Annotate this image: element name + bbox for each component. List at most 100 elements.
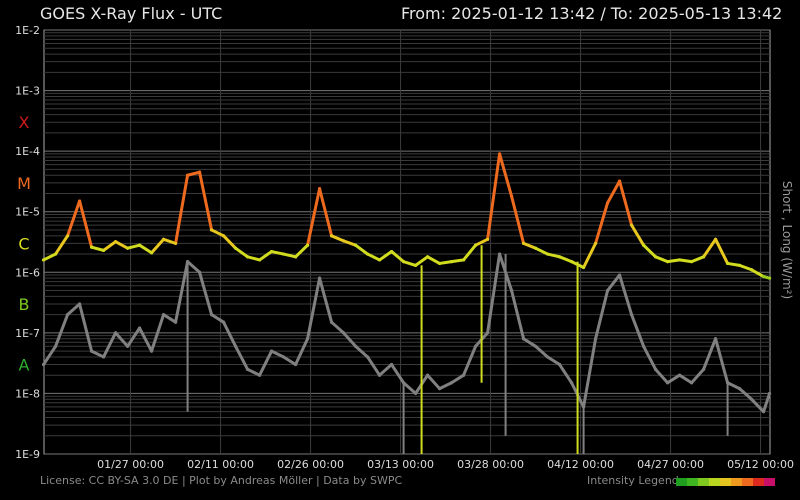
data-point-long: [617, 179, 622, 183]
data-point-short: [161, 313, 166, 317]
data-point-short: [65, 313, 70, 317]
series-segment-long: [702, 237, 718, 259]
series-segment-short: [330, 320, 346, 335]
x-tick-label: 05/12 00:00: [727, 458, 794, 471]
series-segment-short: [666, 373, 682, 385]
intensity-legend-label: Intensity Legend: [587, 474, 679, 487]
series-segment-short: [186, 260, 202, 274]
data-point-long: [305, 243, 310, 247]
data-point-long: [89, 245, 94, 249]
data-point-long: [545, 252, 550, 256]
data-point-short: [617, 273, 622, 277]
series-segment-short: [54, 313, 70, 348]
series-segment-long: [390, 250, 406, 264]
series-segment-long: [222, 234, 238, 250]
data-point-short: [689, 381, 694, 385]
data-point-long: [449, 260, 454, 264]
series-segment-long: [294, 243, 310, 259]
series-segment-short: [642, 344, 658, 371]
series-segment-long: [438, 260, 454, 265]
data-point-long: [413, 263, 418, 267]
series-segment-long: [354, 243, 370, 256]
series-segment-short: [462, 344, 478, 377]
series-segment-short: [138, 326, 154, 353]
data-point-short: [629, 313, 634, 317]
data-point-long: [509, 194, 514, 198]
data-point-long: [329, 234, 334, 238]
series-segment-short: [354, 344, 370, 359]
series-segment-long: [534, 246, 550, 256]
data-point-short: [677, 373, 682, 377]
series-segment-long: [138, 243, 154, 255]
data-point-long: [209, 228, 214, 232]
data-point-short: [221, 320, 226, 324]
series-segment-long: [474, 237, 490, 247]
data-point-long: [341, 239, 346, 243]
series-segment-long: [462, 243, 478, 262]
data-point-short: [593, 337, 598, 341]
series-segment-short: [402, 381, 418, 395]
series-segment-long: [642, 243, 658, 259]
series-segment-short: [198, 270, 214, 317]
series-segment-long: [234, 246, 250, 259]
data-point-long: [377, 258, 382, 262]
data-point-long: [593, 241, 598, 245]
data-point-short: [125, 344, 130, 348]
data-point-long: [65, 234, 70, 238]
data-point-short: [701, 367, 706, 371]
series-segment-long: [630, 223, 646, 247]
data-point-long: [161, 237, 166, 241]
series-segment-short: [126, 326, 142, 348]
series-segment-short: [510, 289, 526, 341]
data-point-long: [185, 173, 190, 177]
data-point-short: [425, 373, 430, 377]
legend-swatch: [687, 478, 698, 486]
series-segment-long: [414, 255, 430, 267]
data-point-short: [245, 367, 250, 371]
series-segment-short: [270, 349, 286, 359]
series-segment-short: [390, 363, 406, 385]
data-point-short: [149, 349, 154, 353]
series-segment-short: [762, 391, 772, 414]
series-segment-long: [78, 199, 94, 249]
y-tick-label: 1E-3: [15, 85, 40, 98]
data-point-short: [545, 355, 550, 359]
series-segment-short: [150, 313, 166, 353]
data-point-long: [41, 258, 46, 262]
series-segment-long: [114, 240, 130, 250]
data-point-short: [473, 344, 478, 348]
time-range-label: From: 2025-01-12 13:42 / To: 2025-05-13 …: [401, 4, 783, 23]
data-point-short: [521, 337, 526, 341]
data-point-long: [689, 260, 694, 264]
data-point-long: [125, 246, 130, 250]
series-segment-short: [342, 331, 358, 348]
series-segment-short: [42, 344, 58, 367]
series-segment-short: [234, 344, 250, 371]
chart-title: GOES X-Ray Flux - UTC: [40, 4, 223, 23]
series-segment-long: [102, 240, 118, 252]
data-point-long: [485, 237, 490, 241]
series-segment-short: [582, 337, 598, 409]
y-axis-label: Short , Long (W/m²): [780, 181, 794, 299]
data-point-long: [677, 258, 682, 262]
y-tick-label: 1E-7: [15, 327, 40, 340]
data-point-long: [365, 252, 370, 256]
series-segment-short: [450, 373, 466, 385]
legend-swatch: [720, 478, 731, 486]
data-point-long: [605, 201, 610, 205]
x-tick-label: 03/13 00:00: [367, 458, 434, 471]
series-segment-short: [702, 337, 718, 371]
series-segment-short: [546, 355, 562, 367]
series-segment-long: [750, 268, 766, 279]
series-segment-long: [510, 194, 526, 245]
license-credit: License: CC BY-SA 3.0 DE | Plot by Andre…: [40, 474, 403, 487]
series-segment-short: [162, 313, 178, 324]
series-segment-short: [102, 331, 118, 359]
data-point-long: [629, 223, 634, 227]
data-point-short: [281, 355, 286, 359]
series-segment-short: [282, 355, 298, 367]
data-point-short: [305, 337, 310, 341]
data-point-short: [293, 362, 298, 367]
data-point-long: [425, 255, 430, 259]
series-segment-long: [126, 243, 142, 250]
